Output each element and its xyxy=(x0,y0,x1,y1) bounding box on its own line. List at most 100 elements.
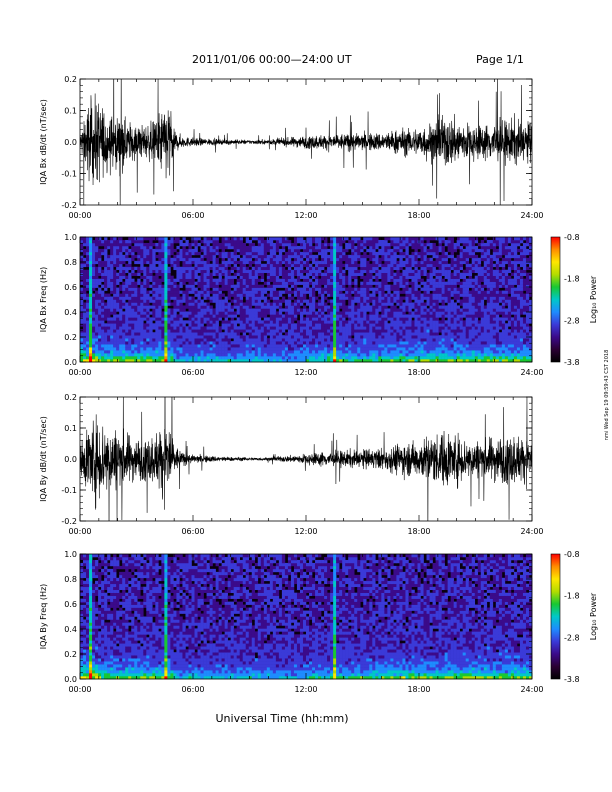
heatmap-cell xyxy=(95,308,99,312)
heatmap-cell xyxy=(182,251,186,256)
heatmap-cell xyxy=(309,245,313,250)
heatmap-cell xyxy=(402,287,406,291)
heatmap-cell xyxy=(269,239,274,244)
heatmap-cell xyxy=(239,263,244,268)
heatmap-cell xyxy=(200,248,204,253)
heatmap-cell xyxy=(218,269,222,274)
heatmap-cell xyxy=(278,317,283,321)
heatmap-cell xyxy=(281,344,286,348)
heatmap-cell xyxy=(101,335,105,339)
heatmap-cell xyxy=(327,326,331,330)
heatmap-cell xyxy=(221,326,225,330)
heatmap-cell xyxy=(191,323,195,327)
heatmap-cell xyxy=(272,302,277,306)
heatmap-cell xyxy=(200,353,204,357)
heatmap-cell xyxy=(95,248,99,253)
heatmap-cell xyxy=(278,272,283,276)
heatmap-cell xyxy=(101,323,105,327)
heatmap-cell xyxy=(248,311,253,315)
heatmap-cell xyxy=(203,266,207,271)
heatmap-cell xyxy=(390,242,394,247)
heatmap-cell xyxy=(369,353,373,357)
heatmap-cell xyxy=(366,272,370,276)
heatmap-cell xyxy=(149,284,153,288)
heatmap-cell xyxy=(92,317,96,321)
heatmap-cell xyxy=(170,314,174,318)
y-axis-label: IQA Bx dB/dt (nT/sec) xyxy=(39,99,48,185)
heatmap-cell xyxy=(257,248,262,253)
heatmap-cell xyxy=(336,260,340,265)
heatmap-cell xyxy=(447,281,451,285)
heatmap-cell xyxy=(200,320,204,324)
heatmap-cell xyxy=(116,347,120,351)
heatmap-cell xyxy=(441,278,445,282)
heatmap-cell xyxy=(206,248,210,253)
heatmap-cell xyxy=(399,281,403,285)
heatmap-cell xyxy=(429,347,433,351)
heatmap-cell xyxy=(161,272,165,276)
heatmap-cell xyxy=(125,335,129,339)
heatmap-cell xyxy=(309,338,313,342)
heatmap-cell xyxy=(200,260,204,265)
x-tick-label: 00:00 xyxy=(68,211,91,220)
heatmap-cell xyxy=(245,302,250,306)
heatmap-cell xyxy=(432,269,436,274)
heatmap-cell xyxy=(146,293,150,297)
heatmap-cell xyxy=(113,251,117,256)
heatmap-cell xyxy=(194,239,198,244)
heatmap-cell xyxy=(173,347,177,351)
heatmap-cell xyxy=(372,263,376,268)
heatmap-cell xyxy=(173,350,177,354)
heatmap-cell xyxy=(251,332,256,336)
heatmap-cell xyxy=(107,305,111,309)
heatmap-cell xyxy=(450,305,454,309)
heatmap-cell xyxy=(315,239,319,244)
heatmap-cell xyxy=(420,266,424,271)
heatmap-cell xyxy=(233,356,237,360)
heatmap-cell xyxy=(272,335,277,339)
heatmap-cell xyxy=(405,269,409,274)
heatmap-cell xyxy=(173,338,177,342)
heatmap-cell xyxy=(354,254,358,259)
heatmap-cell xyxy=(176,344,180,348)
heatmap-cell xyxy=(411,245,415,250)
heatmap-cell xyxy=(393,293,397,297)
heatmap-cell xyxy=(164,341,168,345)
heatmap-cell xyxy=(417,290,421,294)
heatmap-cell xyxy=(98,359,102,363)
heatmap-cell xyxy=(456,254,460,259)
heatmap-cell xyxy=(336,308,340,312)
heatmap-cell xyxy=(152,266,156,271)
heatmap-cell xyxy=(312,257,316,262)
heatmap-cell xyxy=(324,350,328,354)
heatmap-cell xyxy=(378,263,382,268)
heatmap-cell xyxy=(438,308,442,312)
heatmap-cell xyxy=(254,287,259,291)
heatmap-cell xyxy=(215,284,219,288)
heatmap-cell xyxy=(357,299,361,303)
heatmap-cell xyxy=(390,335,394,339)
heatmap-cell xyxy=(116,302,120,306)
heatmap-cell xyxy=(438,242,442,247)
heatmap-cell xyxy=(354,290,358,294)
heatmap-cell xyxy=(179,308,183,312)
heatmap-cell xyxy=(453,278,457,282)
heatmap-cell xyxy=(86,254,90,259)
heatmap-cell xyxy=(375,245,379,250)
heatmap-cell xyxy=(107,293,111,297)
heatmap-cell xyxy=(327,308,331,312)
heatmap-cell xyxy=(83,332,87,336)
heatmap-cell xyxy=(293,248,298,253)
heatmap-cell xyxy=(423,317,427,321)
heatmap-cell xyxy=(116,344,120,348)
heatmap-cell xyxy=(321,245,325,250)
heatmap-cell xyxy=(242,335,247,339)
heatmap-cell xyxy=(432,281,436,285)
heatmap-cell xyxy=(107,278,111,282)
heatmap-cell xyxy=(438,293,442,297)
heatmap-cell xyxy=(327,338,331,342)
heatmap-cell xyxy=(206,302,210,306)
heatmap-cell xyxy=(459,254,463,259)
heatmap-cell xyxy=(450,237,454,241)
heatmap-cell xyxy=(450,251,454,256)
